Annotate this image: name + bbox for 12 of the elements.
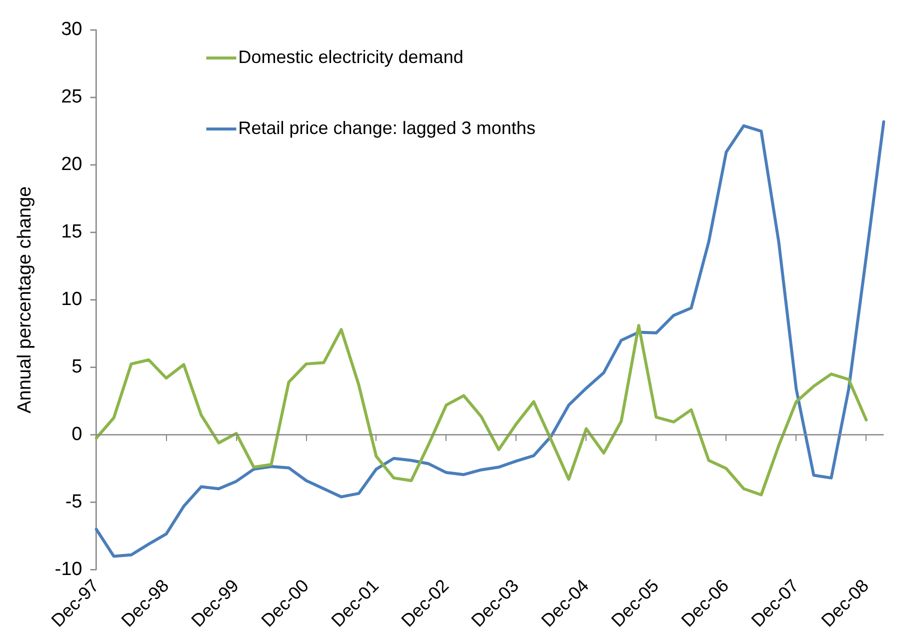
legend-label: Domestic electricity demand (238, 46, 464, 67)
y-tick-label: 20 (61, 154, 82, 176)
y-tick-label: -10 (54, 558, 82, 580)
y-tick-label: 30 (61, 19, 82, 40)
y-axis-title: Annual percentage change (14, 186, 36, 414)
y-tick-label: 0 (72, 424, 82, 446)
y-tick-label: -5 (65, 491, 82, 512)
y-tick-label: 15 (61, 222, 82, 243)
y-tick-label: 10 (61, 289, 82, 310)
y-tick-label: 5 (72, 356, 82, 378)
y-tick-label: 25 (61, 86, 82, 108)
legend-label: Retail price change: lagged 3 months (238, 118, 536, 138)
